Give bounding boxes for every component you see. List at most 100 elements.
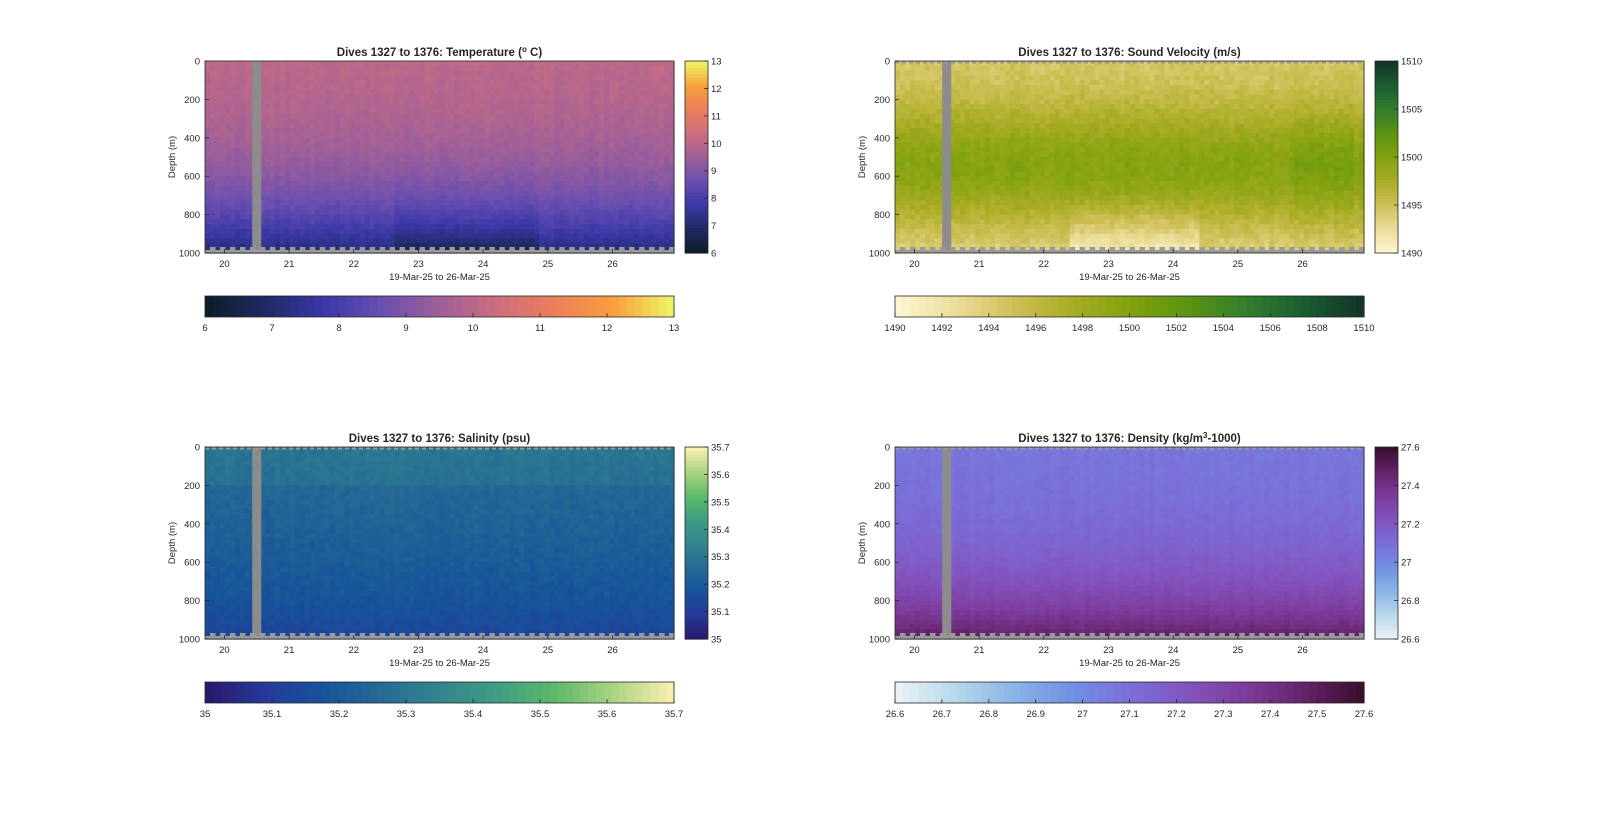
heatmap-cell — [239, 152, 246, 158]
heatmap-cell — [919, 200, 926, 206]
heatmap-cell — [334, 238, 341, 244]
bottom-no-data-cell — [574, 250, 580, 253]
heatmap-cell — [594, 176, 600, 182]
heatmap-cell — [659, 185, 665, 192]
heatmap-cell — [529, 185, 535, 192]
heatmap-cell — [554, 61, 560, 67]
colorbar-tick-label: 10 — [711, 139, 722, 150]
heatmap-cell — [934, 209, 941, 216]
heatmap-cell — [644, 205, 650, 211]
heatmap-cell — [449, 238, 456, 244]
heatmap-cell — [654, 137, 660, 144]
heatmap-cell — [354, 80, 361, 86]
heatmap-cell — [229, 185, 236, 192]
heatmap-cell — [429, 171, 436, 177]
heatmap-cell — [504, 195, 510, 201]
heatmap-cell — [639, 190, 645, 196]
heatmap-cell — [309, 238, 316, 244]
heatmap-cell — [504, 161, 510, 168]
heatmap-cell — [414, 128, 421, 134]
heatmap-cell — [264, 229, 271, 235]
data-gap-bar — [252, 61, 262, 253]
heatmap-cell — [974, 229, 981, 235]
heatmap-cell — [499, 224, 505, 230]
heatmap-cell — [604, 152, 610, 158]
heatmap-cell — [444, 190, 451, 196]
heatmap-cell — [369, 113, 376, 120]
heatmap-cell — [504, 238, 510, 244]
heatmap-cell — [239, 200, 246, 206]
heatmap-cell — [664, 109, 670, 115]
heatmap-cell — [444, 224, 451, 230]
heatmap-cell — [299, 243, 306, 249]
heatmap-cell — [384, 152, 391, 158]
heatmap-cell — [599, 147, 605, 153]
heatmap-cell — [359, 104, 366, 110]
heatmap-cell — [599, 142, 605, 148]
heatmap-cell — [589, 147, 595, 153]
heatmap-cell — [579, 243, 585, 249]
heatmap-cell — [934, 190, 941, 196]
heatmap-cell — [369, 205, 376, 211]
heatmap-cell — [624, 195, 630, 201]
heatmap-cell — [369, 185, 376, 192]
heatmap-cell — [529, 233, 535, 240]
heatmap-cell — [344, 70, 351, 76]
heatmap-cell — [364, 109, 371, 115]
heatmap-cell — [269, 152, 276, 158]
heatmap-cell — [209, 214, 216, 220]
heatmap-cell — [984, 142, 991, 148]
heatmap-cell — [324, 137, 331, 144]
heatmap-cell — [289, 190, 296, 196]
heatmap-cell — [384, 200, 391, 206]
heatmap-cell — [414, 190, 421, 196]
heatmap-cell — [484, 137, 490, 144]
heatmap-cell — [589, 123, 595, 129]
heatmap-cell — [205, 137, 211, 144]
heatmap-cell — [389, 137, 396, 144]
heatmap-cell — [209, 171, 216, 177]
heatmap-cell — [969, 195, 976, 201]
bottom-no-data-cell — [504, 250, 510, 253]
heatmap-cell — [449, 104, 456, 110]
heatmap-cell — [244, 176, 251, 182]
heatmap-cell — [549, 137, 555, 144]
colorbar-swatch — [685, 131, 708, 136]
heatmap-cell — [484, 243, 490, 249]
heatmap-cell — [404, 109, 411, 115]
heatmap-cell — [359, 61, 366, 67]
heatmap-cell — [339, 185, 346, 192]
heatmap-cell — [979, 75, 986, 81]
heatmap-cell — [214, 195, 221, 201]
heatmap-cell — [669, 147, 675, 153]
heatmap-cell — [419, 75, 426, 81]
heatmap-cell — [429, 65, 436, 72]
heatmap-cell — [919, 214, 926, 220]
heatmap-cell — [619, 70, 625, 76]
colorbar-swatch — [685, 121, 708, 126]
heatmap-cell — [984, 109, 991, 115]
heatmap-cell — [469, 123, 476, 129]
heatmap-cell — [1004, 94, 1011, 100]
heatmap-cell — [284, 229, 291, 235]
heatmap-cell — [664, 75, 670, 81]
heatmap-cell — [994, 89, 1001, 96]
heatmap-cell — [924, 219, 931, 225]
heatmap-cell — [624, 190, 630, 196]
heatmap-cell — [895, 118, 901, 124]
heatmap-cell — [534, 80, 540, 86]
heatmap-cell — [609, 152, 615, 158]
heatmap-cell — [359, 200, 366, 206]
heatmap-cell — [379, 61, 386, 67]
heatmap-cell — [654, 65, 660, 72]
heatmap-cell — [309, 190, 316, 196]
heatmap-cell — [434, 229, 441, 235]
heatmap-cell — [464, 243, 471, 249]
heatmap-cell — [389, 219, 396, 225]
heatmap-cell — [914, 99, 921, 105]
heatmap-cell — [434, 157, 441, 163]
heatmap-cell — [379, 238, 386, 244]
heatmap-cell — [599, 243, 605, 249]
heatmap-cell — [604, 190, 610, 196]
heatmap-cell — [584, 205, 590, 211]
